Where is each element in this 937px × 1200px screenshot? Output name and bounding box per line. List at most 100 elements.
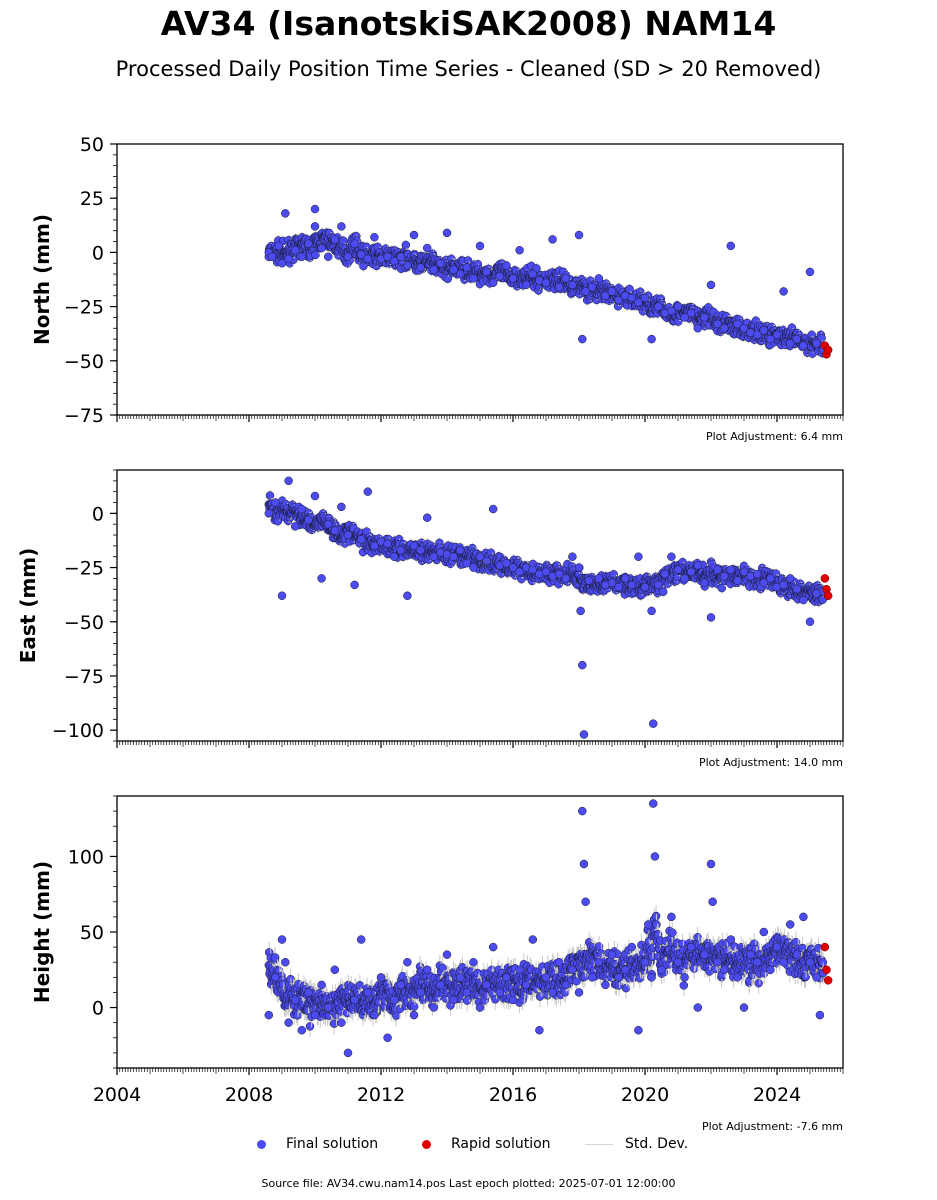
final-solution-point [627, 293, 637, 303]
final-solution-point [759, 326, 769, 335]
final-solution-point [772, 330, 782, 340]
y-tick-label: 0 [92, 242, 104, 264]
plot-area-north [264, 204, 833, 360]
final-solution-point [561, 274, 571, 283]
rapid-solution-point [823, 345, 833, 355]
final-solution-point [541, 278, 551, 288]
final-solution-point [548, 235, 557, 244]
final-solution-point [323, 252, 333, 261]
final-solution-point [442, 228, 452, 238]
final-solution-point [766, 334, 775, 344]
final-solution-point [290, 245, 300, 255]
final-solution-point [614, 295, 623, 305]
final-solution-point [350, 239, 359, 248]
final-solution-point [449, 265, 458, 274]
final-solution-point [277, 258, 287, 268]
final-solution-point [799, 341, 808, 350]
page-title: AV34 (IsanotskiSAK2008) NAM14 [160, 4, 777, 43]
final-solution-point [693, 324, 703, 333]
final-solution-point [719, 324, 729, 333]
final-solution-point [733, 319, 742, 329]
final-solution-point [383, 252, 392, 261]
final-solution-point [339, 236, 348, 246]
final-solution-point [515, 245, 524, 255]
final-solution-point [403, 261, 412, 270]
final-solution-point [455, 269, 465, 279]
y-tick-label: 50 [80, 134, 104, 156]
final-solution-point [805, 267, 815, 277]
final-solution-point [409, 230, 419, 240]
final-solution-point [281, 209, 290, 218]
final-solution-point [330, 235, 340, 244]
final-solution-point [673, 302, 683, 311]
final-solution-point [462, 263, 472, 272]
final-solution-point [568, 280, 577, 290]
final-solution-point [634, 298, 643, 307]
final-solution-point [706, 280, 716, 290]
final-solution-point [700, 313, 709, 322]
final-solution-point [785, 339, 795, 348]
final-solution-point [482, 267, 491, 277]
final-solution-point [356, 250, 366, 259]
final-solution-point [310, 204, 320, 214]
final-solution-point [528, 269, 538, 279]
final-solution-point [680, 313, 689, 322]
y-tick-label: 25 [80, 188, 104, 210]
final-solution-point [416, 263, 425, 272]
final-solution-point [475, 241, 485, 251]
final-solution-point [713, 319, 722, 329]
y-axis-label: North (mm) [30, 214, 54, 345]
y-tick-label: −75 [64, 405, 104, 427]
final-solution-point [267, 252, 277, 261]
plot-adjustment-label: Plot Adjustment: 6.4 mm [706, 430, 843, 443]
final-solution-point [686, 308, 696, 318]
final-solution-point [389, 256, 399, 266]
final-solution-point [337, 222, 346, 231]
final-solution-point [396, 252, 406, 261]
final-solution-point [640, 293, 650, 303]
final-solution-point [363, 254, 373, 264]
final-solution-point [667, 306, 676, 316]
page-subtitle: Processed Daily Position Time Series - C… [115, 57, 822, 81]
final-solution-point [625, 284, 634, 294]
y-tick-label: −50 [64, 351, 104, 373]
final-solution-point [554, 282, 564, 292]
final-solution-point [436, 258, 445, 268]
final-solution-point [488, 278, 498, 288]
final-solution-point [304, 239, 313, 248]
final-solution-point [284, 254, 293, 264]
final-solution-point [726, 241, 736, 251]
final-solution-point [587, 282, 597, 292]
final-solution-point [601, 291, 610, 301]
final-solution-point [343, 252, 353, 261]
final-solution-point [310, 222, 320, 231]
final-solution-point [812, 339, 821, 348]
final-solution-point [752, 330, 762, 340]
final-solution-point [792, 334, 802, 344]
final-solution-point [607, 287, 617, 296]
panel-north: 50 25 0 −25 −50 −75 North (mm) Plot Adjustment:… [30, 134, 844, 443]
final-solution-point [495, 271, 505, 281]
final-solution-point [508, 274, 518, 283]
final-solution-point [297, 252, 307, 261]
final-solution-point [370, 232, 379, 242]
final-solution-point [502, 261, 511, 270]
final-solution-point [574, 230, 584, 240]
final-solution-point [429, 265, 439, 274]
final-solution-point [401, 240, 411, 250]
final-solution-point [422, 243, 432, 253]
final-solution-point [274, 241, 283, 251]
final-solution-point [653, 302, 663, 311]
final-solution-point [469, 274, 478, 283]
final-solution-point [594, 274, 604, 283]
plot-area-east [264, 476, 833, 739]
final-solution-point [521, 280, 531, 290]
final-solution-point [578, 334, 587, 344]
final-solution-point [779, 287, 788, 296]
final-solution-point [581, 287, 590, 296]
final-solution-point [739, 324, 749, 333]
final-solution-point [317, 243, 326, 253]
y-tick-label: −25 [64, 297, 104, 319]
